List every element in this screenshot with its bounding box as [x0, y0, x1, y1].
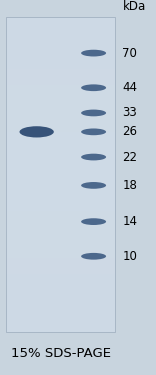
- Bar: [6, 111, 115, 117]
- Text: 10: 10: [122, 250, 137, 263]
- Bar: [6, 143, 115, 148]
- Ellipse shape: [81, 154, 106, 160]
- FancyBboxPatch shape: [6, 17, 115, 332]
- Bar: [6, 96, 115, 101]
- Bar: [6, 248, 115, 253]
- Text: 15% SDS-PAGE: 15% SDS-PAGE: [11, 347, 111, 360]
- Bar: [6, 180, 115, 185]
- Bar: [6, 101, 115, 106]
- Text: 18: 18: [122, 179, 137, 192]
- Text: 14: 14: [122, 215, 137, 228]
- Bar: [6, 80, 115, 85]
- Bar: [6, 206, 115, 211]
- Bar: [6, 33, 115, 38]
- Bar: [6, 148, 115, 153]
- Bar: [6, 169, 115, 174]
- Bar: [6, 290, 115, 295]
- Text: 44: 44: [122, 81, 137, 94]
- Bar: [6, 43, 115, 48]
- Ellipse shape: [81, 84, 106, 91]
- Bar: [6, 321, 115, 327]
- Bar: [6, 295, 115, 300]
- Bar: [6, 269, 115, 274]
- Ellipse shape: [81, 110, 106, 116]
- Bar: [6, 316, 115, 321]
- Bar: [6, 201, 115, 206]
- Ellipse shape: [81, 50, 106, 57]
- Ellipse shape: [81, 253, 106, 260]
- Bar: [6, 222, 115, 227]
- Bar: [6, 185, 115, 190]
- Bar: [6, 279, 115, 285]
- Bar: [6, 211, 115, 216]
- Bar: [6, 54, 115, 59]
- Bar: [6, 232, 115, 237]
- Text: 70: 70: [122, 46, 137, 60]
- Bar: [6, 153, 115, 159]
- Bar: [6, 85, 115, 90]
- Bar: [6, 227, 115, 232]
- Ellipse shape: [81, 182, 106, 189]
- Bar: [6, 132, 115, 138]
- Bar: [6, 253, 115, 258]
- Bar: [6, 127, 115, 132]
- Ellipse shape: [20, 126, 54, 138]
- Bar: [6, 195, 115, 201]
- Text: 22: 22: [122, 150, 137, 164]
- Bar: [6, 237, 115, 243]
- Bar: [6, 216, 115, 222]
- Bar: [6, 300, 115, 306]
- Bar: [6, 311, 115, 316]
- Bar: [6, 117, 115, 122]
- Bar: [6, 122, 115, 127]
- Bar: [6, 243, 115, 248]
- Bar: [6, 306, 115, 311]
- Bar: [6, 64, 115, 69]
- Bar: [6, 69, 115, 75]
- Text: 26: 26: [122, 125, 137, 138]
- Bar: [6, 22, 115, 27]
- Bar: [6, 285, 115, 290]
- Bar: [6, 174, 115, 180]
- Bar: [6, 327, 115, 332]
- Bar: [6, 59, 115, 64]
- Bar: [6, 264, 115, 269]
- Bar: [6, 274, 115, 279]
- Ellipse shape: [81, 218, 106, 225]
- Bar: [6, 164, 115, 169]
- Bar: [6, 190, 115, 195]
- Bar: [6, 75, 115, 80]
- Bar: [6, 38, 115, 43]
- Text: kDa: kDa: [122, 0, 146, 13]
- Bar: [6, 48, 115, 54]
- Bar: [6, 27, 115, 33]
- Bar: [6, 90, 115, 96]
- Bar: [6, 159, 115, 164]
- Bar: [6, 106, 115, 111]
- Bar: [6, 258, 115, 264]
- Ellipse shape: [81, 129, 106, 135]
- Bar: [6, 17, 115, 22]
- Bar: [6, 138, 115, 143]
- Text: 33: 33: [122, 106, 137, 120]
